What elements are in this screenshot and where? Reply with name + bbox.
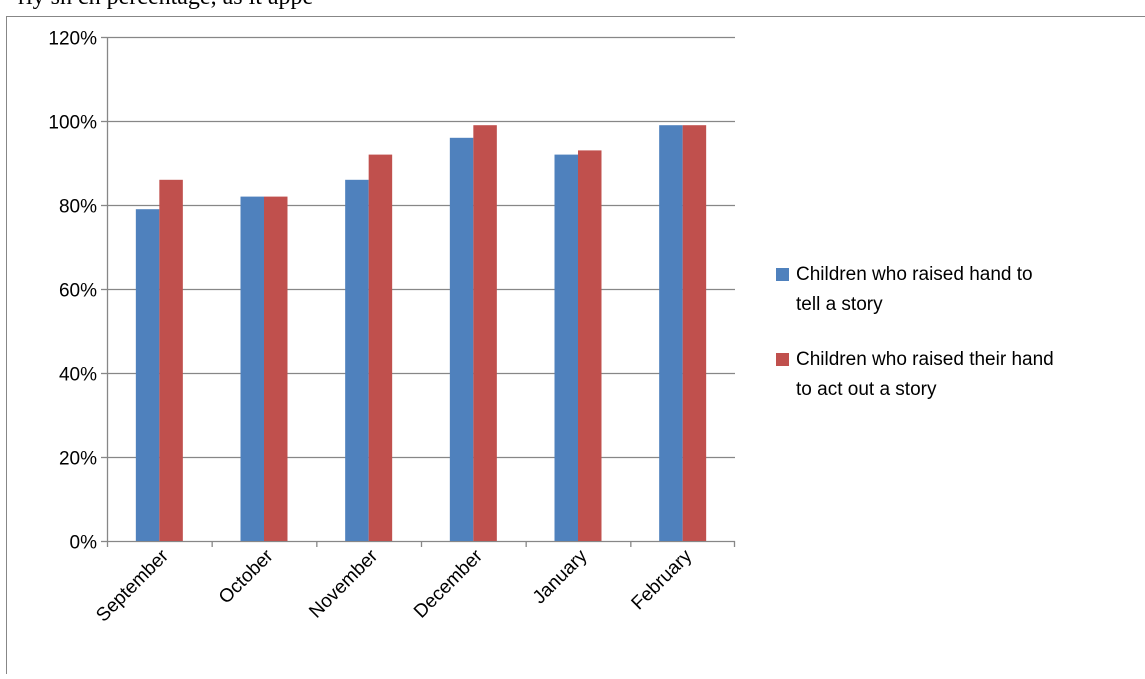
x-axis: September October November December January F…: [92, 540, 736, 626]
bar-act-out-story: [368, 154, 393, 541]
bar-act-out-story: [159, 179, 183, 542]
y-tick-label: 80%: [59, 197, 97, 218]
x-tick-label: November: [305, 545, 382, 622]
bar-act-out-story: [264, 196, 288, 541]
legend-label: Children who raised their hand to act out…: [796, 349, 1054, 400]
y-tick-label: 40%: [59, 365, 97, 386]
y-tick-label: 0%: [70, 533, 98, 554]
legend-swatch: [776, 268, 789, 281]
y-axis: 0% 20% 40% 60% 80% 100% 120%: [48, 29, 109, 554]
bar-act-out-story: [473, 125, 497, 541]
gridlines: [107, 36, 735, 459]
cropped-document-text: rly sh ch percentage, as it appe: [18, 0, 313, 11]
legend-swatch: [776, 353, 789, 366]
y-tick-label: 120%: [48, 29, 97, 50]
y-tick-label: 60%: [59, 281, 97, 302]
legend-label: Children who raised hand to tell a story: [796, 264, 1033, 315]
y-tick-label: 20%: [59, 449, 97, 470]
bars: [135, 125, 707, 542]
y-tick-label: 100%: [48, 113, 97, 134]
legend: Children who raised hand to tell a story C…: [776, 264, 1054, 400]
bar-tell-story: [659, 125, 683, 541]
bar-tell-story: [135, 209, 160, 541]
x-tick-label: February: [628, 545, 697, 614]
x-tick-label: September: [92, 545, 173, 626]
bar-tell-story: [554, 154, 578, 541]
bar-tell-story: [449, 137, 474, 542]
x-tick-label: December: [410, 545, 487, 622]
bar-act-out-story: [682, 125, 707, 541]
bar-act-out-story: [578, 150, 602, 541]
bar-tell-story: [240, 196, 264, 541]
x-tick-label: January: [529, 545, 592, 608]
bar-tell-story: [345, 179, 369, 542]
x-tick-label: October: [215, 545, 278, 608]
